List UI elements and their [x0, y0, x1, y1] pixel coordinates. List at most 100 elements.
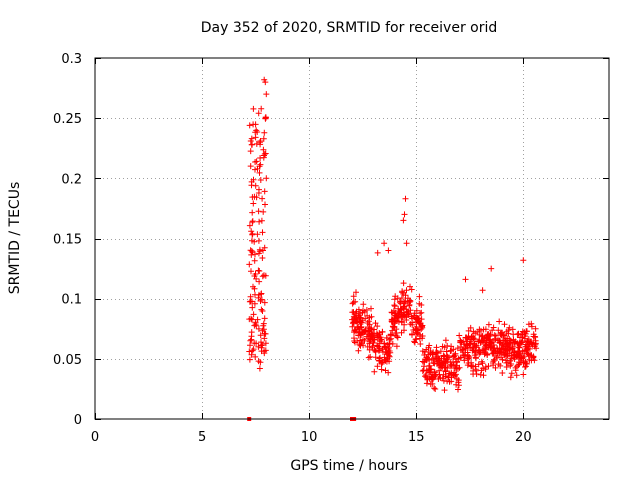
data-point [383, 358, 390, 365]
data-point [371, 326, 378, 333]
data-point [400, 217, 407, 224]
data-point [259, 341, 266, 348]
data-point [432, 371, 439, 378]
data-point [248, 315, 254, 322]
data-point [360, 301, 367, 308]
data-point [480, 365, 486, 372]
data-point [450, 353, 456, 359]
data-point [256, 278, 263, 285]
data-point [254, 316, 261, 323]
data-point [401, 321, 408, 328]
data-point [249, 304, 256, 311]
data-point [507, 374, 514, 381]
y-tick-label: 0.2 [61, 172, 82, 187]
data-point [353, 289, 359, 296]
data-point [262, 272, 269, 279]
data-point [489, 350, 496, 357]
data-point [455, 379, 462, 386]
data-point [262, 115, 269, 122]
data-point [467, 324, 474, 331]
data-point [510, 349, 517, 356]
data-point [433, 344, 440, 351]
data-point [458, 347, 464, 354]
data-point [259, 308, 266, 314]
x-tick-label: 15 [408, 430, 425, 445]
data-point [479, 287, 486, 294]
data-point [476, 351, 483, 357]
data-point [259, 273, 266, 280]
y-tick-label: 0.05 [53, 353, 82, 368]
chart-title: Day 352 of 2020, SRMTID for receiver ori… [201, 20, 498, 36]
data-point [462, 276, 469, 283]
data-point [506, 324, 513, 331]
data-point [248, 248, 255, 254]
data-point [424, 376, 431, 383]
y-tick-label: 0.25 [53, 112, 82, 127]
data-point [386, 353, 393, 360]
data-point [381, 343, 388, 350]
data-point [528, 357, 535, 364]
data-point [259, 195, 266, 202]
data-point [349, 323, 356, 330]
data-point [260, 146, 267, 153]
data-point [256, 139, 263, 146]
data-point [439, 343, 446, 350]
data-point [255, 237, 262, 244]
data-point [427, 366, 433, 373]
data-point [253, 158, 260, 165]
data-point [362, 327, 369, 334]
data-points [246, 76, 540, 421]
data-point [357, 342, 364, 349]
data-point [499, 370, 506, 376]
data-point [437, 374, 444, 381]
data-point [362, 315, 369, 322]
data-point [441, 387, 448, 394]
data-point [259, 229, 266, 236]
data-point [261, 244, 268, 251]
data-point [371, 368, 378, 375]
data-point [249, 218, 256, 225]
data-point [402, 292, 409, 299]
data-point [253, 194, 260, 201]
data-point [262, 330, 269, 337]
y-tick-label: 0.15 [53, 233, 82, 248]
data-point [246, 261, 253, 268]
data-point [374, 323, 381, 330]
data-point [481, 343, 488, 350]
data-point [257, 155, 264, 161]
data-point [442, 337, 449, 344]
data-point [455, 386, 461, 393]
data-point [475, 361, 482, 368]
data-point [401, 211, 408, 218]
x-tick-label: 10 [301, 430, 318, 445]
data-point [482, 364, 489, 370]
data-point [437, 364, 444, 371]
x-axis-label: GPS time / hours [290, 458, 407, 474]
data-point [365, 318, 372, 325]
data-point [249, 231, 256, 238]
data-point [382, 357, 389, 364]
data-point [393, 343, 400, 350]
data-point [511, 356, 518, 362]
data-point [501, 332, 507, 339]
data-point [514, 363, 520, 370]
data-point [413, 323, 420, 330]
data-point [251, 257, 258, 264]
data-point [451, 353, 458, 360]
data-point [361, 329, 368, 335]
data-point [496, 337, 503, 344]
data-point [399, 313, 406, 320]
data-point [382, 367, 389, 374]
data-point [257, 177, 264, 183]
data-point [375, 343, 382, 350]
data-point [456, 332, 463, 339]
data-point [530, 331, 537, 338]
data-point [435, 355, 442, 362]
data-point [257, 161, 264, 168]
data-point [255, 325, 262, 332]
data-point [259, 255, 266, 261]
data-point [530, 354, 537, 361]
data-point [455, 355, 462, 362]
data-point [248, 268, 254, 275]
